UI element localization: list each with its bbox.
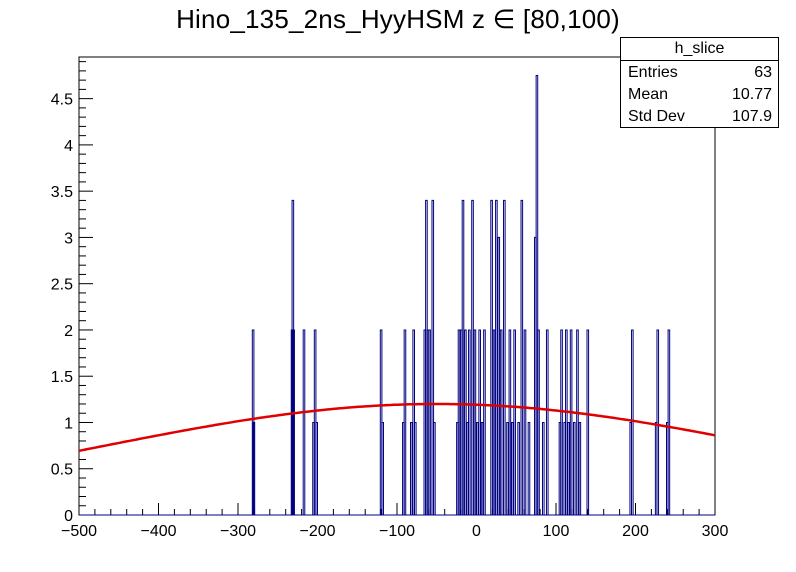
histogram-bin bbox=[478, 329, 481, 515]
histogram-bin bbox=[483, 329, 486, 515]
fit-curve-group bbox=[78, 402, 716, 453]
histogram-bin bbox=[508, 329, 512, 515]
histogram-bin bbox=[527, 421, 531, 515]
histogram-bin bbox=[523, 329, 527, 515]
y-tick-label: 4 bbox=[64, 138, 73, 155]
histogram-bin bbox=[292, 329, 295, 515]
histogram-bin bbox=[495, 199, 498, 515]
histogram-bars bbox=[79, 75, 715, 516]
histogram-bin bbox=[291, 199, 295, 515]
histogram-bin bbox=[565, 329, 568, 515]
tick-labels: −500 −400 −300 −200 −100 0 100 200 300 0 0.5 1 1.5 2 2… bbox=[51, 92, 729, 540]
histogram-bin bbox=[535, 75, 539, 515]
x-tick-label: 300 bbox=[702, 523, 729, 540]
histogram-bin bbox=[497, 236, 501, 515]
y-tick-label: 2 bbox=[64, 323, 73, 340]
histogram-bin bbox=[541, 421, 545, 515]
histogram-bin bbox=[569, 329, 573, 515]
histogram-bin bbox=[586, 329, 590, 515]
histogram-bin bbox=[252, 421, 256, 515]
histogram-bin bbox=[537, 329, 540, 515]
stats-row-mean: Mean 10.77 bbox=[621, 83, 778, 105]
histogram-bin bbox=[667, 329, 671, 515]
histogram-bin bbox=[520, 199, 524, 515]
histogram-bin bbox=[428, 329, 431, 515]
histogram-bin bbox=[461, 199, 465, 515]
x-tick-label: −100 bbox=[379, 523, 415, 540]
y-tick-label: 4.5 bbox=[51, 92, 73, 109]
histogram-bin bbox=[517, 421, 520, 515]
histogram-bin bbox=[631, 329, 634, 515]
histogram-bin bbox=[431, 199, 435, 515]
y-tick-label: 3.5 bbox=[51, 184, 73, 201]
histogram-bin bbox=[471, 199, 474, 515]
y-tick-label: 3 bbox=[64, 230, 73, 247]
stats-value: 10.77 bbox=[731, 86, 772, 103]
histogram-bin bbox=[567, 421, 571, 515]
stats-row-entries: Entries 63 bbox=[621, 61, 778, 83]
histogram-bin bbox=[476, 421, 479, 515]
histogram-bin bbox=[513, 329, 516, 515]
histogram-bin bbox=[464, 329, 467, 515]
histogram-bin bbox=[413, 421, 417, 515]
y-tick-label: 2.5 bbox=[51, 277, 73, 294]
x-tick-label: −500 bbox=[61, 523, 97, 540]
fit-curve bbox=[78, 402, 716, 453]
histogram-bin bbox=[302, 329, 306, 515]
stats-row-stddev: Std Dev 107.9 bbox=[621, 105, 778, 127]
histogram-bin bbox=[315, 421, 318, 515]
chart-title: Hino_135_2ns_HyyHSM z ∈ [80,100) bbox=[176, 4, 620, 34]
histogram-bin bbox=[503, 199, 506, 515]
stats-label: Entries bbox=[628, 64, 678, 81]
histogram-bin bbox=[656, 329, 660, 515]
y-tick-label: 0.5 bbox=[51, 462, 73, 479]
x-tick-label: 0 bbox=[472, 523, 481, 540]
x-tick-label: −300 bbox=[220, 523, 256, 540]
stats-label: Std Dev bbox=[628, 108, 685, 125]
y-tick-label: 0 bbox=[64, 508, 73, 525]
x-tick-label: −200 bbox=[299, 523, 335, 540]
histogram-bin bbox=[433, 421, 436, 515]
stats-value: 63 bbox=[754, 64, 772, 81]
histogram-bin bbox=[499, 329, 503, 515]
histogram-bin bbox=[560, 329, 563, 515]
histogram-bin bbox=[492, 329, 496, 515]
histogram-bin bbox=[490, 199, 493, 515]
stats-box: h_slice Entries 63 Mean 10.77 Std Dev 10… bbox=[620, 37, 779, 128]
histogram-bin bbox=[545, 329, 549, 515]
histogram-bin bbox=[381, 421, 384, 515]
histogram-bin bbox=[473, 329, 477, 515]
histogram-bin bbox=[578, 421, 582, 515]
histogram-bin bbox=[576, 329, 579, 515]
histogram-bin bbox=[480, 421, 484, 515]
histogram-bin bbox=[506, 421, 509, 515]
y-tick-label: 1 bbox=[64, 415, 73, 432]
histogram-bin bbox=[410, 421, 413, 515]
y-tick-label: 1.5 bbox=[51, 369, 73, 386]
histogram-bin bbox=[468, 329, 471, 515]
stats-value: 107.9 bbox=[731, 108, 772, 125]
x-tick-label: 200 bbox=[622, 523, 649, 540]
histogram-bin bbox=[403, 329, 407, 515]
histogram-bin bbox=[572, 421, 576, 515]
stats-label: Mean bbox=[628, 86, 669, 103]
x-tick-label: −400 bbox=[140, 523, 176, 540]
x-tick-label: 100 bbox=[543, 523, 570, 540]
stats-title: h_slice bbox=[621, 38, 778, 61]
histogram-bin bbox=[457, 329, 461, 515]
histogram-bin bbox=[510, 421, 514, 515]
